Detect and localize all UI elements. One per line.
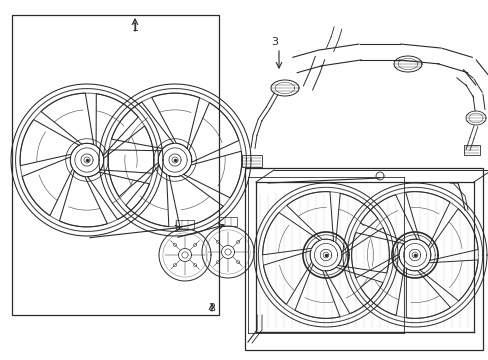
Bar — [219, 217, 237, 226]
Bar — [12, 15, 219, 315]
Text: 1: 1 — [131, 23, 138, 33]
Bar — [176, 220, 194, 229]
Bar — [242, 155, 262, 167]
Bar — [244, 168, 482, 350]
Text: 2: 2 — [208, 303, 215, 313]
Text: 3: 3 — [271, 37, 278, 47]
Bar — [463, 145, 479, 155]
